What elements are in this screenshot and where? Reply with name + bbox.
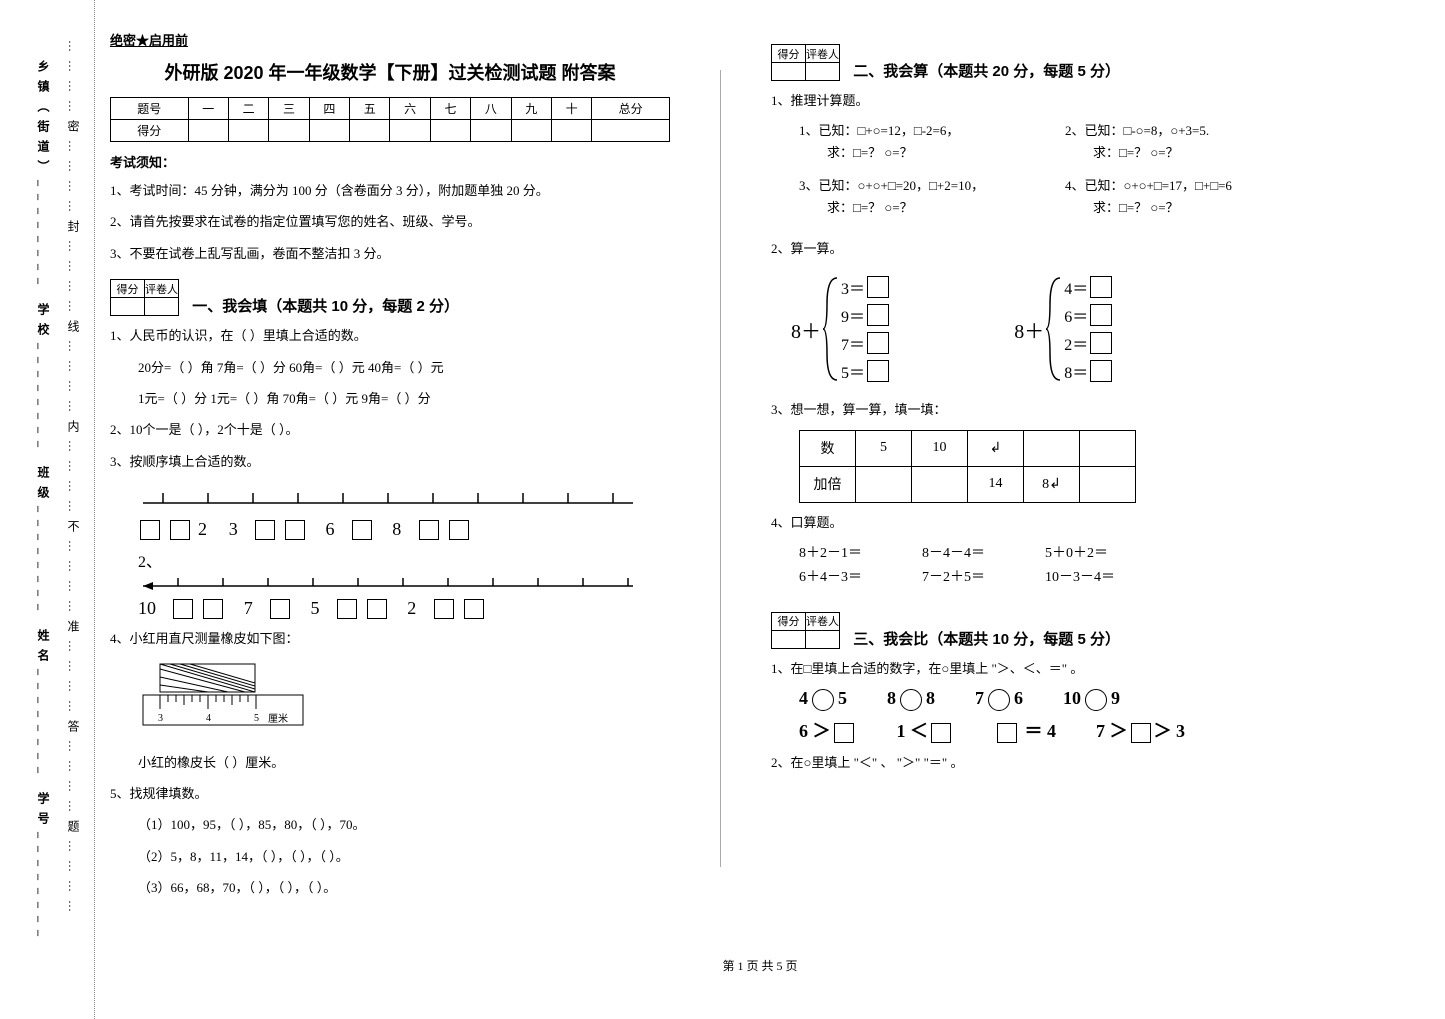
page: 绝密★启用前 外研版 2020 年一年级数学【下册】过关检测试题 附答案 题号一… bbox=[110, 30, 1410, 980]
section-2-head: 得分评卷人 二、我会算（本题共 20 分，每题 5 分） bbox=[771, 44, 1331, 81]
section-1-title: 一、我会填（本题共 10 分，每题 2 分） bbox=[192, 295, 459, 316]
notice-3: 3、不要在试卷上乱写乱画，卷面不整洁扣 3 分。 bbox=[110, 242, 670, 265]
section-1-head: 得分评卷人 一、我会填（本题共 10 分，每题 2 分） bbox=[110, 279, 670, 316]
sidebar-seal-line: …………密…………封…………线…………内…………不…………准…………答…………题… bbox=[65, 40, 82, 920]
section-3-title: 三、我会比（本题共 10 分，每题 5 分） bbox=[853, 628, 1120, 649]
s3-q2: 2、在○里填上 "＜" 、 "＞" "＝" 。 bbox=[771, 751, 1331, 774]
s2-q1: 1、推理计算题。 bbox=[771, 89, 1331, 112]
confidential-label: 绝密★启用前 bbox=[110, 30, 670, 49]
column-divider bbox=[720, 70, 721, 867]
s2-q2: 2、算一算。 bbox=[771, 237, 1331, 260]
calc-row-2: 6＋4－3＝7－2＋5＝10－3－4＝ bbox=[799, 566, 1331, 586]
page-footer: 第 1 页 共 5 页 bbox=[110, 957, 1410, 974]
s1-q5-3: （3）66，68，70，（ ），（ ），（ ）。 bbox=[110, 876, 670, 899]
s1-q5: 5、找规律填数。 bbox=[110, 782, 670, 805]
notice-1: 1、考试时间：45 分钟，满分为 100 分（含卷面分 3 分），附加题单独 2… bbox=[110, 179, 670, 202]
right-column: 得分评卷人 二、我会算（本题共 20 分，每题 5 分） 1、推理计算题。 1、… bbox=[771, 30, 1331, 907]
s2-q4: 4、口算题。 bbox=[771, 511, 1331, 534]
s2-q3: 3、想一想，算一算，填一填： bbox=[771, 398, 1331, 421]
binding-sidebar: 乡镇（街道）________ 学校________ 班级________ 姓名_… bbox=[0, 0, 95, 1019]
score-table: 题号一二 三四五 六七八 九十总分 得分 bbox=[110, 97, 670, 142]
s1-q1: 1、人民币的认识，在（ ）里填上合适的数。 bbox=[110, 324, 670, 347]
left-column: 绝密★启用前 外研版 2020 年一年级数学【下册】过关检测试题 附答案 题号一… bbox=[110, 30, 670, 907]
s1-q3: 3、按顺序填上合适的数。 bbox=[110, 450, 670, 473]
compare-row-2: 6 ＞ 1 ＜ ＝ 4 7 ＞＞ 3 bbox=[799, 717, 1331, 743]
s1-q5-2: （2）5，8，11，14，（ ），（ ），（ ）。 bbox=[110, 845, 670, 868]
double-table: 数510↲ 加倍148↲ bbox=[799, 430, 1136, 503]
section-3-head: 得分评卷人 三、我会比（本题共 10 分，每题 5 分） bbox=[771, 612, 1331, 649]
svg-text:厘米: 厘米 bbox=[268, 712, 288, 725]
svg-text:3: 3 bbox=[158, 713, 163, 724]
bracket-figures: 8＋ 3＝ 9＝ 7＝ 5＝ 8＋ 4＝ 6＝ 2＝ bbox=[771, 268, 1331, 390]
exam-title: 外研版 2020 年一年级数学【下册】过关检测试题 附答案 bbox=[110, 59, 670, 85]
svg-text:4: 4 bbox=[206, 713, 211, 724]
s3-q1: 1、在□里填上合适的数字，在○里填上 "＞、＜、＝" 。 bbox=[771, 657, 1331, 680]
s1-q1-line2: 1元=（ ）分 1元=（ ）角 70角=（ ）元 9角=（ ）分 bbox=[110, 387, 670, 410]
number-line-1: 2 3 6 8 bbox=[138, 481, 670, 540]
s1-q4: 4、小红用直尺测量橡皮如下图： bbox=[110, 627, 670, 650]
s1-q5-1: （1）100，95，（ ），85，80，（ ），70。 bbox=[110, 813, 670, 836]
s1-q4-caption: 小红的橡皮长（ ）厘米。 bbox=[110, 751, 670, 774]
svg-text:5: 5 bbox=[254, 713, 259, 724]
sidebar-id-fields: 乡镇（街道）________ 学校________ 班级________ 姓名_… bbox=[35, 60, 52, 944]
score-box: 得分评卷人 bbox=[110, 279, 179, 316]
notice-2: 2、请首先按要求在试卷的指定位置填写您的姓名、班级、学号。 bbox=[110, 210, 670, 233]
compare-row-1: 45 88 76 109 bbox=[799, 688, 1331, 711]
s1-q2: 2、10个一是（ ），2个十是（ ）。 bbox=[110, 418, 670, 441]
reasoning-grid: 1、已知：□+○=12，□-2=6，求：□=？ ○=？ 2、已知：□-○=8，○… bbox=[771, 120, 1331, 228]
notice-heading: 考试须知： bbox=[110, 152, 670, 171]
section-2-title: 二、我会算（本题共 20 分，每题 5 分） bbox=[853, 60, 1120, 81]
s1-q1-line1: 20分=（ ）角 7角=（ ）分 60角=（ ）元 40角=（ ）元 bbox=[110, 356, 670, 379]
ruler-figure: 3 4 5 厘米 bbox=[138, 659, 318, 743]
calc-row-1: 8＋2－1＝8－4－4＝5＋0＋2＝ bbox=[799, 542, 1331, 562]
number-line-2: 2、 10 7 5 bbox=[138, 548, 670, 619]
